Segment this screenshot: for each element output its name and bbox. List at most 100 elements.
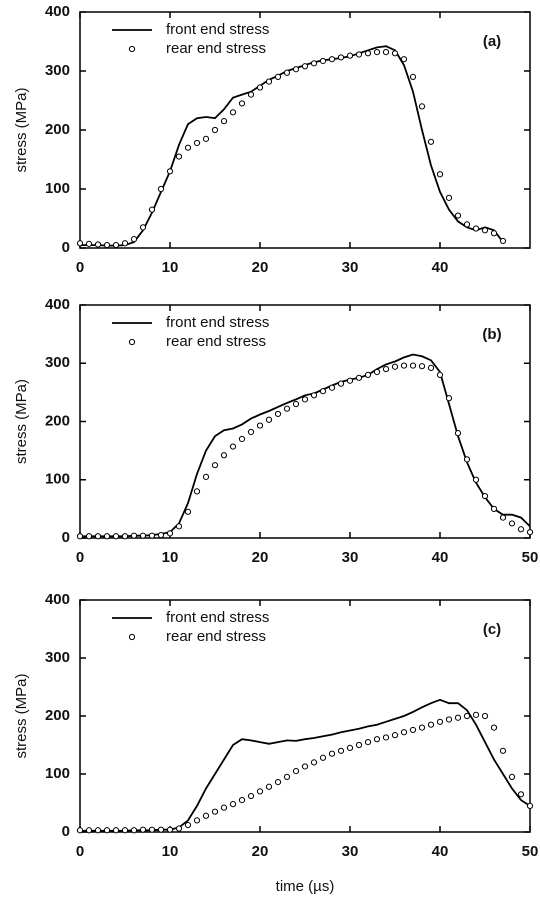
data-point	[418, 103, 426, 110]
data-point	[301, 63, 309, 70]
data-point	[220, 804, 228, 811]
data-point	[202, 473, 210, 480]
x-tick-label: 30	[342, 549, 359, 566]
data-point	[346, 52, 354, 59]
x-tick-label: 30	[342, 259, 359, 276]
data-point	[256, 788, 264, 795]
data-point	[76, 240, 84, 247]
data-point	[229, 109, 237, 116]
data-point	[85, 827, 93, 834]
legend-label: rear end stress	[166, 628, 266, 645]
data-point	[175, 153, 183, 160]
y-tick-label: 300	[45, 649, 70, 666]
data-point	[148, 826, 156, 833]
data-point	[121, 533, 129, 540]
data-point	[373, 368, 381, 376]
data-point	[265, 783, 273, 790]
data-point	[148, 206, 156, 213]
data-point	[94, 241, 102, 248]
data-point	[310, 60, 318, 67]
data-point	[103, 827, 111, 834]
series-line	[80, 353, 531, 538]
y-tick-label: 400	[45, 3, 70, 20]
data-point	[292, 66, 300, 73]
data-point	[310, 759, 318, 766]
data-point	[454, 430, 462, 437]
data-point	[166, 826, 174, 833]
data-point	[382, 365, 390, 373]
x-tick-label: 20	[252, 549, 269, 566]
x-tick-label: 10	[162, 549, 179, 566]
legend-label: rear end stress	[166, 40, 266, 57]
data-point	[319, 388, 327, 395]
data-point	[346, 744, 354, 752]
data-point	[499, 237, 507, 245]
data-point	[283, 405, 291, 412]
data-point	[247, 792, 255, 800]
data-point	[139, 826, 147, 833]
data-point	[382, 734, 390, 741]
y-tick-label: 0	[62, 239, 70, 256]
data-point	[526, 529, 534, 536]
y-tick-label: 0	[62, 823, 70, 840]
data-point	[400, 729, 408, 736]
data-point	[418, 724, 426, 731]
x-tick-label: 40	[432, 549, 449, 566]
x-tick-label: 0	[76, 259, 84, 276]
y-tick-label: 300	[45, 62, 70, 79]
data-point	[517, 791, 525, 798]
data-point	[256, 422, 264, 429]
y-axis-label: stress (MPa)	[13, 87, 30, 172]
data-point	[499, 747, 507, 754]
y-axis-label: stress (MPa)	[13, 673, 30, 758]
x-tick-label: 20	[252, 259, 269, 276]
data-point	[85, 240, 93, 247]
data-point	[391, 363, 399, 370]
data-point	[463, 712, 471, 720]
data-point	[238, 100, 246, 107]
data-point	[247, 91, 255, 98]
data-point	[139, 532, 147, 539]
data-point	[247, 428, 255, 436]
data-point	[427, 138, 435, 145]
data-point	[391, 50, 399, 57]
y-tick-label: 200	[45, 707, 70, 724]
data-point	[283, 773, 291, 781]
data-point	[184, 821, 192, 829]
data-point	[454, 212, 462, 219]
x-tick-label: 30	[342, 843, 359, 860]
data-point	[157, 185, 165, 193]
y-tick-label: 200	[45, 121, 70, 138]
x-tick-label: 20	[252, 843, 269, 860]
data-point	[355, 51, 363, 58]
data-point	[112, 241, 120, 249]
data-point	[94, 827, 102, 834]
data-point	[445, 395, 453, 402]
data-point	[319, 754, 327, 761]
data-point	[373, 736, 381, 743]
data-point	[283, 69, 291, 76]
data-point	[103, 533, 111, 540]
data-point	[121, 827, 129, 834]
data-point	[391, 732, 399, 739]
data-point	[229, 443, 237, 450]
data-point	[409, 73, 417, 81]
annotation: (a)	[483, 33, 501, 50]
data-point	[445, 716, 453, 723]
y-tick-label: 100	[45, 765, 70, 782]
x-tick-label: 10	[162, 843, 179, 860]
legend-swatch	[128, 338, 136, 346]
x-tick-label: 10	[162, 259, 179, 276]
y-tick-label: 300	[45, 354, 70, 371]
data-point	[436, 371, 444, 378]
legend-label: front end stress	[166, 21, 269, 38]
data-point	[166, 168, 174, 175]
data-point	[346, 377, 354, 384]
data-point	[499, 514, 507, 521]
y-tick-label: 0	[62, 529, 70, 546]
data-point	[193, 817, 201, 824]
plot-frame	[79, 11, 531, 249]
data-point	[256, 84, 264, 91]
legend-swatch	[128, 45, 136, 53]
data-point	[148, 532, 156, 539]
